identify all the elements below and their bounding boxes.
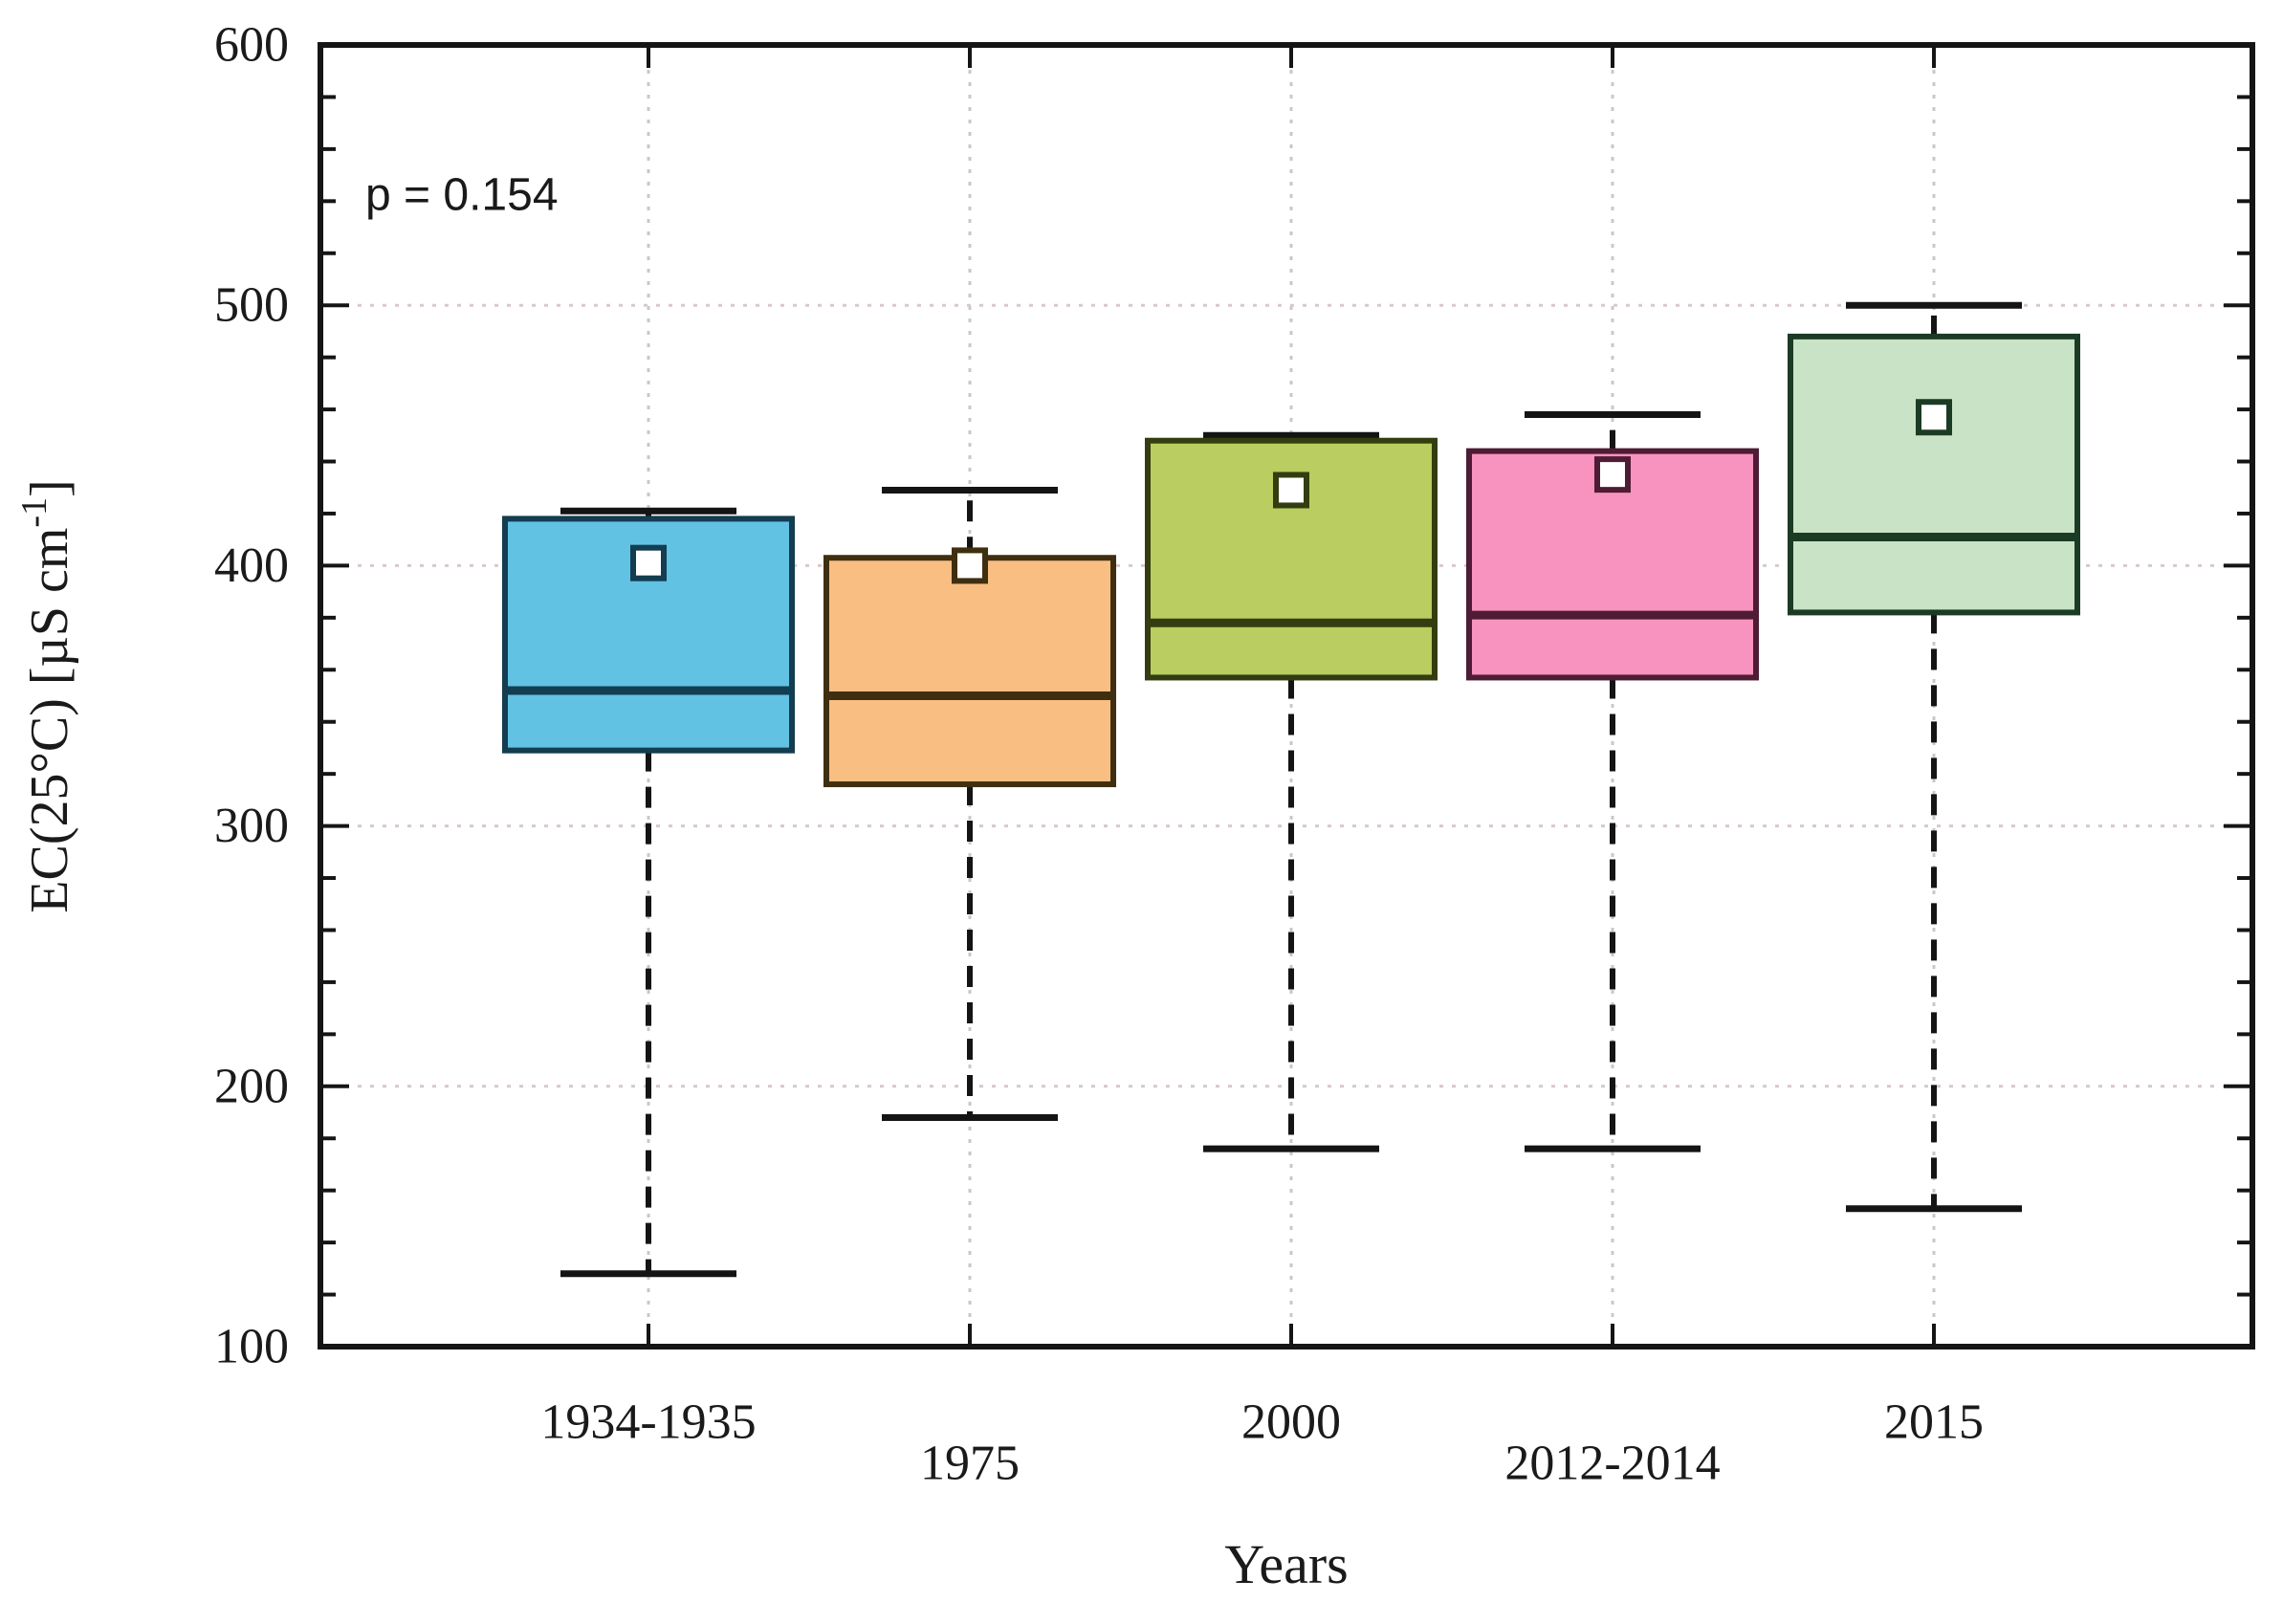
- iqr-box: [1788, 333, 2080, 616]
- x-tick-label: 2000: [1241, 1395, 1341, 1450]
- mean-marker: [630, 544, 667, 582]
- mean-marker: [1594, 456, 1631, 494]
- x-tick-label: 1934-1935: [540, 1395, 756, 1450]
- x-axis-label: Years: [1224, 1533, 1348, 1595]
- box-1975: [823, 486, 1116, 1121]
- y-tick-label: 400: [214, 538, 289, 593]
- y-axis-label: EC(25°C) [µS cm-1]: [14, 479, 79, 912]
- plot-frame: [318, 42, 2255, 1350]
- box-2015: [1788, 301, 2080, 1213]
- mean-marker: [1273, 472, 1309, 509]
- y-tick-label: 500: [214, 278, 289, 333]
- box-1934-1935: [502, 507, 795, 1278]
- box-2012-2014: [1466, 411, 1759, 1152]
- p-value-annotation: p = 0.154: [365, 170, 559, 221]
- x-tick-label: 1975: [920, 1437, 1020, 1491]
- y-tick-label: 600: [214, 18, 289, 73]
- box-2000: [1145, 431, 1438, 1152]
- y-tick-label: 100: [214, 1320, 289, 1374]
- iqr-box: [823, 555, 1116, 788]
- mean-marker: [1916, 399, 1952, 436]
- y-tick-label: 300: [214, 799, 289, 853]
- x-tick-label: 2015: [1884, 1395, 1984, 1450]
- y-tick-label: 200: [214, 1059, 289, 1113]
- x-tick-label: 2012-2014: [1504, 1437, 1720, 1491]
- mean-marker: [952, 547, 988, 584]
